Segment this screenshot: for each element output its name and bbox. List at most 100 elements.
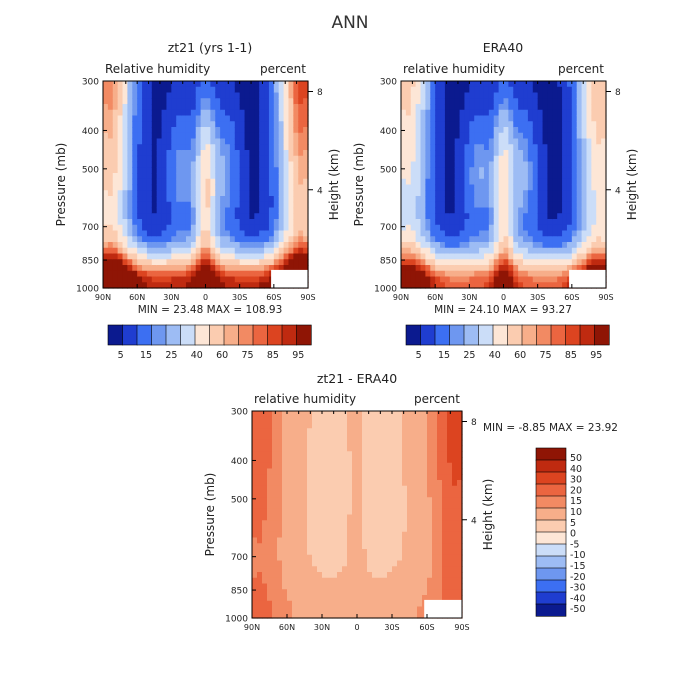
contour-cell <box>427 520 433 527</box>
contour-cell <box>195 92 202 99</box>
contour-cell <box>437 560 443 567</box>
contour-cell <box>137 155 143 163</box>
contour-cell <box>103 242 109 249</box>
contour-cell <box>557 282 563 289</box>
contour-cell <box>503 201 509 209</box>
contour-cell <box>234 127 241 134</box>
contour-cell <box>137 242 143 249</box>
height-tick-label: 4 <box>615 186 621 196</box>
contour-cell <box>272 520 278 527</box>
contour-cell <box>503 219 509 226</box>
contour-cell <box>142 276 148 283</box>
contour-cell <box>447 491 453 498</box>
contour-cell <box>262 468 268 475</box>
contour-cell <box>397 577 403 585</box>
contour-cell <box>412 439 418 447</box>
contour-cell <box>357 462 363 470</box>
contour-cell <box>367 612 373 619</box>
contour-cell <box>225 219 231 226</box>
contour-cell <box>282 422 288 429</box>
contour-cell <box>185 247 192 255</box>
contour-cell <box>127 81 133 88</box>
contour-cell <box>527 207 534 214</box>
contour-cell <box>591 115 597 122</box>
contour-cell <box>601 242 607 249</box>
contour-cell <box>249 81 255 88</box>
contour-cell <box>537 138 544 145</box>
contour-cell <box>122 138 128 145</box>
contour-cell <box>397 566 403 573</box>
contour-cell <box>464 265 470 272</box>
contour-cell <box>367 514 373 521</box>
contour-cell <box>417 439 423 447</box>
contour-cell <box>581 224 588 232</box>
contour-cell <box>412 445 418 452</box>
contour-cell <box>586 196 592 203</box>
contour-cell <box>415 270 422 278</box>
contour-cell <box>262 428 268 435</box>
contour-cell <box>447 549 453 556</box>
contour-cell <box>357 422 363 429</box>
contour-cell <box>392 503 398 510</box>
contour-cell <box>302 422 308 429</box>
contour-cell <box>171 161 177 168</box>
contour-cell <box>205 150 211 157</box>
contour-cell <box>437 572 443 579</box>
contour-cell <box>457 468 463 475</box>
contour-cell <box>542 224 549 232</box>
contour-cell <box>422 514 428 521</box>
contour-cell <box>244 109 251 117</box>
contour-cell <box>181 173 187 180</box>
contour-cell <box>442 514 448 521</box>
contour-cell <box>449 138 456 145</box>
contour-cell <box>303 121 309 128</box>
contour-cell <box>262 497 268 504</box>
contour-cell <box>107 196 114 203</box>
contour-cell <box>151 276 158 283</box>
contour-cell <box>132 132 138 140</box>
contour-cell <box>327 572 333 579</box>
contour-cell <box>297 577 303 585</box>
contour-cell <box>449 236 456 243</box>
contour-cell <box>412 537 418 544</box>
contour-cell <box>444 155 451 163</box>
contour-cell <box>387 554 393 562</box>
contour-cell <box>337 468 343 475</box>
contour-cell <box>161 144 168 151</box>
contour-cell <box>459 213 466 220</box>
contour-cell <box>382 491 388 498</box>
contour-cell <box>293 230 299 237</box>
contour-cell <box>402 416 408 424</box>
contour-cell <box>503 81 509 88</box>
contour-cell <box>200 236 207 243</box>
contour-cell <box>146 265 153 272</box>
contour-cell <box>287 583 293 590</box>
min-max-stats: MIN = 23.48 MAX = 108.93 <box>138 304 283 316</box>
contour-cell <box>547 173 553 180</box>
contour-cell <box>407 554 413 562</box>
contour-cell <box>332 508 338 516</box>
contour-cell <box>581 242 588 249</box>
contour-cell <box>415 230 422 237</box>
contour-cell <box>282 508 288 516</box>
contour-cell <box>382 451 388 458</box>
contour-cell <box>117 104 124 111</box>
contour-cell <box>427 503 433 510</box>
contour-cell <box>357 514 363 521</box>
contour-cell <box>503 196 509 203</box>
contour-cell <box>259 230 265 237</box>
contour-cell <box>332 595 338 602</box>
contour-cell <box>288 201 294 209</box>
contour-cell <box>432 434 438 441</box>
colorbar-label: -15 <box>570 561 586 572</box>
contour-cell <box>107 138 114 145</box>
contour-cell <box>205 178 211 186</box>
contour-cell <box>440 213 446 220</box>
contour-cell <box>342 485 348 493</box>
contour-cell <box>449 247 456 255</box>
contour-cell <box>307 595 313 602</box>
contour-cell <box>257 416 263 424</box>
contour-cell <box>387 549 393 556</box>
contour-cell <box>367 434 373 441</box>
contour-cell <box>457 531 463 539</box>
